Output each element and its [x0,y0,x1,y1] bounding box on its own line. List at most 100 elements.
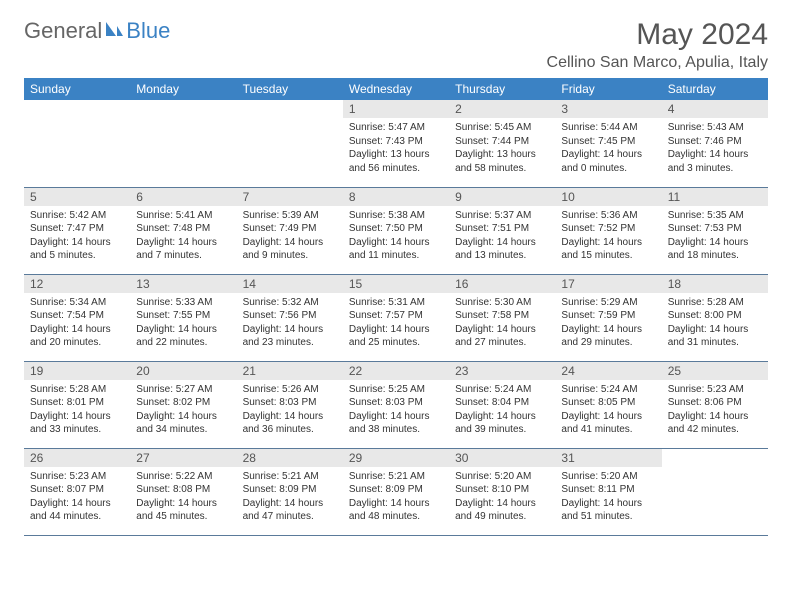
weekday-header: Wednesday [343,78,449,100]
logo-sail-icon [104,20,124,43]
calendar-cell: 23Sunrise: 5:24 AMSunset: 8:04 PMDayligh… [449,361,555,448]
weekday-header: Thursday [449,78,555,100]
day-details: Sunrise: 5:45 AMSunset: 7:44 PMDaylight:… [449,118,555,177]
day-number: 30 [449,449,555,467]
day-details: Sunrise: 5:38 AMSunset: 7:50 PMDaylight:… [343,206,449,265]
title-block: May 2024 Cellino San Marco, Apulia, Ital… [547,18,768,72]
calendar-cell: 12Sunrise: 5:34 AMSunset: 7:54 PMDayligh… [24,274,130,361]
day-details: Sunrise: 5:31 AMSunset: 7:57 PMDaylight:… [343,293,449,352]
day-number: 20 [130,362,236,380]
location: Cellino San Marco, Apulia, Italy [547,54,768,72]
calendar-cell: 6Sunrise: 5:41 AMSunset: 7:48 PMDaylight… [130,187,236,274]
day-number: 17 [555,275,661,293]
calendar-cell: 1Sunrise: 5:47 AMSunset: 7:43 PMDaylight… [343,100,449,187]
day-details: Sunrise: 5:28 AMSunset: 8:00 PMDaylight:… [662,293,768,352]
day-details: Sunrise: 5:20 AMSunset: 8:11 PMDaylight:… [555,467,661,526]
calendar-page: General Blue May 2024 Cellino San Marco,… [0,0,792,548]
calendar-week-row: 1Sunrise: 5:47 AMSunset: 7:43 PMDaylight… [24,100,768,187]
calendar-cell: 28Sunrise: 5:21 AMSunset: 8:09 PMDayligh… [237,448,343,535]
day-number: 15 [343,275,449,293]
calendar-table: SundayMondayTuesdayWednesdayThursdayFrid… [24,78,768,536]
day-number: 7 [237,188,343,206]
day-number: 3 [555,100,661,118]
day-number: 25 [662,362,768,380]
day-details: Sunrise: 5:26 AMSunset: 8:03 PMDaylight:… [237,380,343,439]
day-details: Sunrise: 5:32 AMSunset: 7:56 PMDaylight:… [237,293,343,352]
day-number: 8 [343,188,449,206]
weekday-header: Monday [130,78,236,100]
calendar-cell: 13Sunrise: 5:33 AMSunset: 7:55 PMDayligh… [130,274,236,361]
month-title: May 2024 [547,18,768,52]
day-number: 27 [130,449,236,467]
day-number: 13 [130,275,236,293]
calendar-cell: 3Sunrise: 5:44 AMSunset: 7:45 PMDaylight… [555,100,661,187]
calendar-cell: 30Sunrise: 5:20 AMSunset: 8:10 PMDayligh… [449,448,555,535]
day-number: 16 [449,275,555,293]
day-number: 24 [555,362,661,380]
day-number: 10 [555,188,661,206]
day-details: Sunrise: 5:36 AMSunset: 7:52 PMDaylight:… [555,206,661,265]
header: General Blue May 2024 Cellino San Marco,… [24,18,768,72]
day-number: 19 [24,362,130,380]
day-details: Sunrise: 5:39 AMSunset: 7:49 PMDaylight:… [237,206,343,265]
logo: General Blue [24,18,170,44]
day-number: 21 [237,362,343,380]
day-number: 31 [555,449,661,467]
calendar-cell: 27Sunrise: 5:22 AMSunset: 8:08 PMDayligh… [130,448,236,535]
calendar-cell: 19Sunrise: 5:28 AMSunset: 8:01 PMDayligh… [24,361,130,448]
calendar-cell: 22Sunrise: 5:25 AMSunset: 8:03 PMDayligh… [343,361,449,448]
day-details: Sunrise: 5:21 AMSunset: 8:09 PMDaylight:… [343,467,449,526]
day-details: Sunrise: 5:21 AMSunset: 8:09 PMDaylight:… [237,467,343,526]
calendar-cell: 14Sunrise: 5:32 AMSunset: 7:56 PMDayligh… [237,274,343,361]
day-details: Sunrise: 5:41 AMSunset: 7:48 PMDaylight:… [130,206,236,265]
calendar-cell: 26Sunrise: 5:23 AMSunset: 8:07 PMDayligh… [24,448,130,535]
day-number: 18 [662,275,768,293]
day-number: 9 [449,188,555,206]
day-details: Sunrise: 5:22 AMSunset: 8:08 PMDaylight:… [130,467,236,526]
weekday-header: Sunday [24,78,130,100]
day-number: 26 [24,449,130,467]
weekday-header: Friday [555,78,661,100]
day-details: Sunrise: 5:23 AMSunset: 8:07 PMDaylight:… [24,467,130,526]
day-number: 22 [343,362,449,380]
calendar-week-row: 12Sunrise: 5:34 AMSunset: 7:54 PMDayligh… [24,274,768,361]
day-details: Sunrise: 5:37 AMSunset: 7:51 PMDaylight:… [449,206,555,265]
day-number: 28 [237,449,343,467]
calendar-cell: 11Sunrise: 5:35 AMSunset: 7:53 PMDayligh… [662,187,768,274]
day-number: 23 [449,362,555,380]
day-details: Sunrise: 5:47 AMSunset: 7:43 PMDaylight:… [343,118,449,177]
weekday-header: Tuesday [237,78,343,100]
calendar-cell [662,448,768,535]
day-details: Sunrise: 5:25 AMSunset: 8:03 PMDaylight:… [343,380,449,439]
day-details: Sunrise: 5:23 AMSunset: 8:06 PMDaylight:… [662,380,768,439]
calendar-week-row: 5Sunrise: 5:42 AMSunset: 7:47 PMDaylight… [24,187,768,274]
calendar-cell: 21Sunrise: 5:26 AMSunset: 8:03 PMDayligh… [237,361,343,448]
calendar-cell: 9Sunrise: 5:37 AMSunset: 7:51 PMDaylight… [449,187,555,274]
day-number: 6 [130,188,236,206]
weekday-header: Saturday [662,78,768,100]
day-number: 11 [662,188,768,206]
day-number: 4 [662,100,768,118]
logo-text-blue: Blue [126,18,170,44]
day-details: Sunrise: 5:33 AMSunset: 7:55 PMDaylight:… [130,293,236,352]
calendar-cell: 20Sunrise: 5:27 AMSunset: 8:02 PMDayligh… [130,361,236,448]
calendar-body: 1Sunrise: 5:47 AMSunset: 7:43 PMDaylight… [24,100,768,535]
calendar-cell: 17Sunrise: 5:29 AMSunset: 7:59 PMDayligh… [555,274,661,361]
day-details: Sunrise: 5:24 AMSunset: 8:05 PMDaylight:… [555,380,661,439]
day-details: Sunrise: 5:24 AMSunset: 8:04 PMDaylight:… [449,380,555,439]
weekday-header-row: SundayMondayTuesdayWednesdayThursdayFrid… [24,78,768,100]
day-number: 5 [24,188,130,206]
day-number: 12 [24,275,130,293]
day-details: Sunrise: 5:29 AMSunset: 7:59 PMDaylight:… [555,293,661,352]
calendar-cell [24,100,130,187]
day-details: Sunrise: 5:20 AMSunset: 8:10 PMDaylight:… [449,467,555,526]
calendar-week-row: 26Sunrise: 5:23 AMSunset: 8:07 PMDayligh… [24,448,768,535]
calendar-cell: 2Sunrise: 5:45 AMSunset: 7:44 PMDaylight… [449,100,555,187]
calendar-cell [130,100,236,187]
day-details: Sunrise: 5:42 AMSunset: 7:47 PMDaylight:… [24,206,130,265]
day-number: 2 [449,100,555,118]
calendar-cell: 5Sunrise: 5:42 AMSunset: 7:47 PMDaylight… [24,187,130,274]
calendar-cell: 16Sunrise: 5:30 AMSunset: 7:58 PMDayligh… [449,274,555,361]
calendar-cell: 24Sunrise: 5:24 AMSunset: 8:05 PMDayligh… [555,361,661,448]
day-number: 1 [343,100,449,118]
